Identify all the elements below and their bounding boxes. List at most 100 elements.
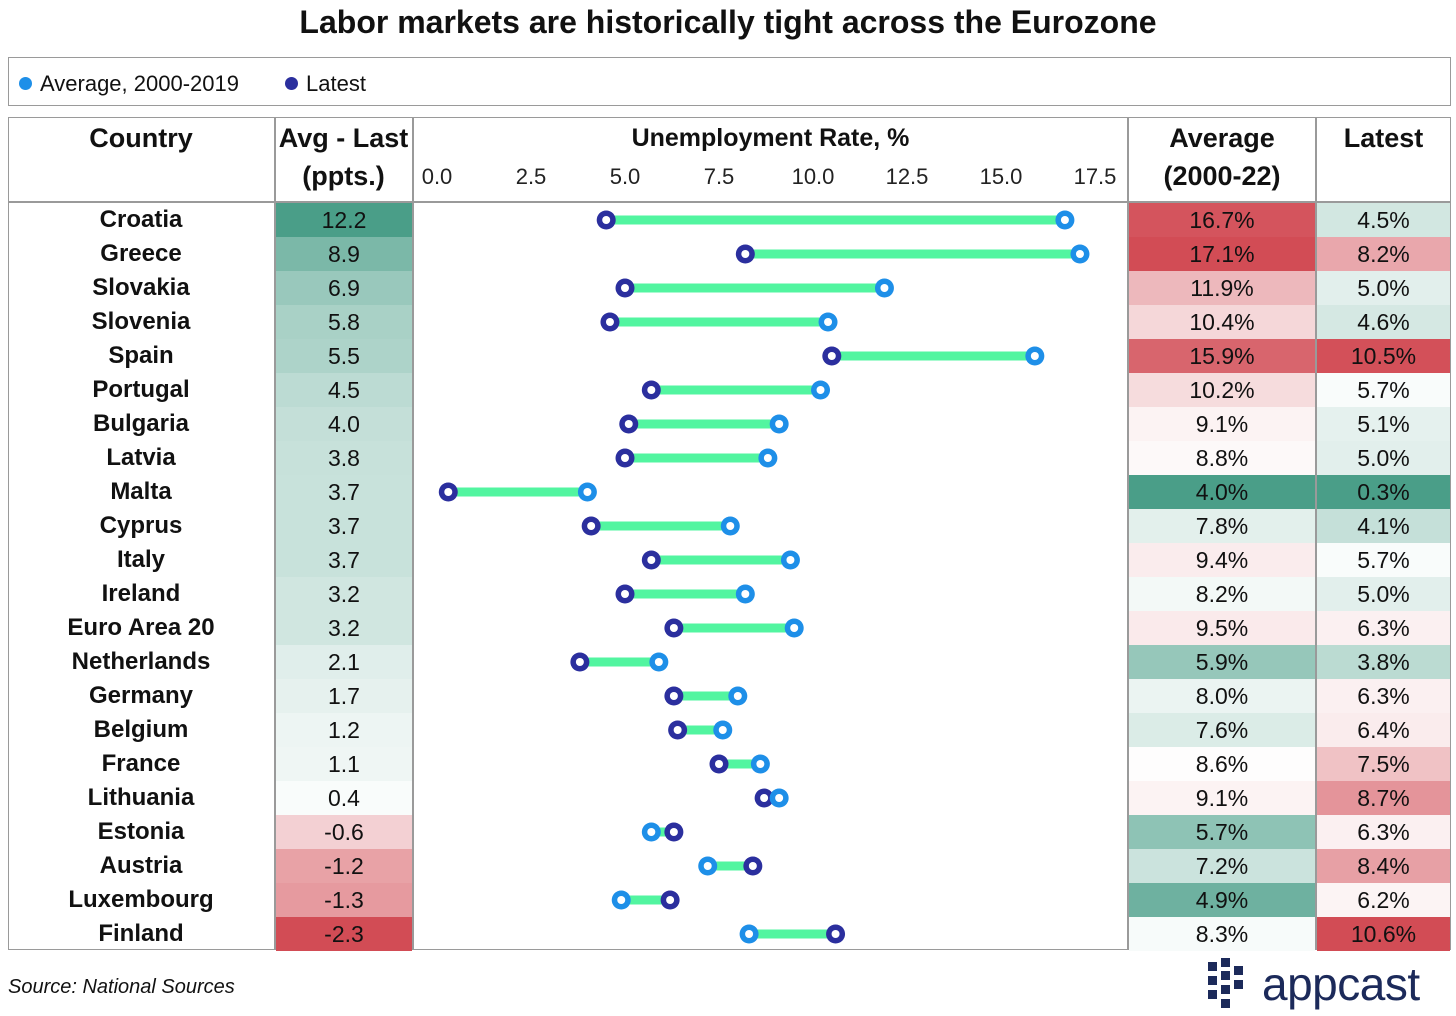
latest-point-center xyxy=(602,216,611,224)
x-tick-label: 0.0 xyxy=(422,164,453,189)
latest-point-center xyxy=(748,862,757,870)
avg-minus-last-value: -1.2 xyxy=(276,849,412,883)
average-rate-value: 5.9% xyxy=(1129,645,1315,679)
legend-item-latest: Latest xyxy=(285,71,366,97)
average-point-center xyxy=(745,930,754,938)
header-unemployment-rate: Unemployment Rate, % xyxy=(631,124,910,152)
latest-rate-value: 7.5% xyxy=(1317,747,1450,781)
latest-rate-value: 8.7% xyxy=(1317,781,1450,815)
latest-point-center xyxy=(647,386,656,394)
average-rate-value: 5.7% xyxy=(1129,815,1315,849)
avg-minus-last-value: 8.9 xyxy=(276,237,412,271)
latest-point-center xyxy=(831,930,840,938)
country-label: Lithuania xyxy=(87,784,195,811)
latest-rate-value: 3.8% xyxy=(1317,645,1450,679)
average-rate-value: 4.9% xyxy=(1129,883,1315,917)
average-rate-value: 16.7% xyxy=(1129,203,1315,237)
average-rate-value: 10.2% xyxy=(1129,373,1315,407)
latest-rate-value: 4.6% xyxy=(1317,305,1450,339)
country-label: Luxembourg xyxy=(68,886,214,913)
latest-rate-value: 8.2% xyxy=(1317,237,1450,271)
avg-minus-last-value: -0.6 xyxy=(276,815,412,849)
latest-point-center xyxy=(669,828,678,836)
latest-point-center xyxy=(647,556,656,564)
average-point-center xyxy=(583,488,592,496)
latest-rate-value: 0.3% xyxy=(1317,475,1450,509)
average-rate-value: 8.0% xyxy=(1129,679,1315,713)
average-point-center xyxy=(775,794,784,802)
average-point-center xyxy=(824,318,833,326)
country-label: Germany xyxy=(88,682,194,709)
country-label: Malta xyxy=(110,478,172,505)
average-rate-value: 9.1% xyxy=(1129,781,1315,815)
latest-rate-value: 4.5% xyxy=(1317,203,1450,237)
average-rate-value: 7.6% xyxy=(1129,713,1315,747)
latest-point-center xyxy=(666,896,675,904)
country-label: Slovakia xyxy=(92,274,190,301)
average-point-center xyxy=(880,284,889,292)
legend-item-average: Average, 2000-2019 xyxy=(19,71,239,97)
latest-point-center xyxy=(621,590,629,598)
country-label: Austria xyxy=(99,852,183,879)
latest-rate-value: 6.4% xyxy=(1317,713,1450,747)
country-label: Bulgaria xyxy=(92,410,190,437)
avg-minus-last-value: 3.7 xyxy=(276,509,412,543)
column-divider xyxy=(274,117,276,950)
header-diff-line2: (ppts.) xyxy=(302,161,385,191)
latest-rate-value: 10.6% xyxy=(1317,917,1450,951)
average-rate-value: 8.2% xyxy=(1129,577,1315,611)
latest-point-center xyxy=(669,692,678,700)
country-label: Finland xyxy=(98,920,184,947)
country-label: Croatia xyxy=(99,206,183,233)
latest-point-center xyxy=(587,522,596,530)
avg-minus-last-value: 1.7 xyxy=(276,679,412,713)
avg-minus-last-value: 4.5 xyxy=(276,373,412,407)
legend-latest-marker xyxy=(285,77,298,90)
avg-minus-last-value: 2.1 xyxy=(276,645,412,679)
average-rate-value: 7.2% xyxy=(1129,849,1315,883)
average-point-center xyxy=(756,760,765,768)
header-average-line1: Average xyxy=(1169,123,1275,153)
country-label: Netherlands xyxy=(71,648,211,675)
avg-minus-last-value: 1.1 xyxy=(276,747,412,781)
legend-average-label: Average, 2000-2019 xyxy=(40,71,239,96)
country-label: Cyprus xyxy=(99,512,183,539)
avg-minus-last-value: 3.2 xyxy=(276,577,412,611)
average-point-center xyxy=(741,590,750,598)
header-diff-line1: Avg - Last xyxy=(278,123,409,153)
header-divider xyxy=(8,201,1451,203)
avg-minus-last-value: 3.2 xyxy=(276,611,412,645)
legend-average-marker xyxy=(19,77,32,90)
latest-point-center xyxy=(827,352,836,360)
average-rate-value: 9.1% xyxy=(1129,407,1315,441)
average-point-center xyxy=(718,726,727,734)
country-label: Latvia xyxy=(106,444,176,471)
avg-minus-last-value: 3.7 xyxy=(276,543,412,577)
latest-point-center xyxy=(575,658,584,666)
country-label: France xyxy=(101,750,181,777)
average-point-center xyxy=(786,556,795,564)
x-tick-label: 10.0 xyxy=(792,164,835,189)
latest-rate-value: 6.3% xyxy=(1317,611,1450,645)
average-point-center xyxy=(647,828,656,836)
avg-minus-last-value: 12.2 xyxy=(276,203,412,237)
latest-rate-value: 4.1% xyxy=(1317,509,1450,543)
latest-rate-value: 5.1% xyxy=(1317,407,1450,441)
avg-minus-last-value: 3.8 xyxy=(276,441,412,475)
latest-point-center xyxy=(621,454,629,462)
country-label: Estonia xyxy=(97,818,185,845)
latest-point-center xyxy=(444,488,453,496)
latest-point-center xyxy=(760,794,769,802)
header-country: Country xyxy=(89,123,193,153)
avg-minus-last-value: -1.3 xyxy=(276,883,412,917)
country-label: Portugal xyxy=(92,376,190,403)
average-point-center xyxy=(654,658,663,666)
appcast-logo-text: appcast xyxy=(1262,958,1420,1010)
avg-minus-last-value: 6.9 xyxy=(276,271,412,305)
country-label: Slovenia xyxy=(91,308,191,335)
latest-rate-value: 6.3% xyxy=(1317,815,1450,849)
average-point-center xyxy=(775,420,784,428)
average-rate-value: 15.9% xyxy=(1129,339,1315,373)
column-divider xyxy=(1315,117,1317,950)
header-latest: Latest xyxy=(1343,123,1424,153)
